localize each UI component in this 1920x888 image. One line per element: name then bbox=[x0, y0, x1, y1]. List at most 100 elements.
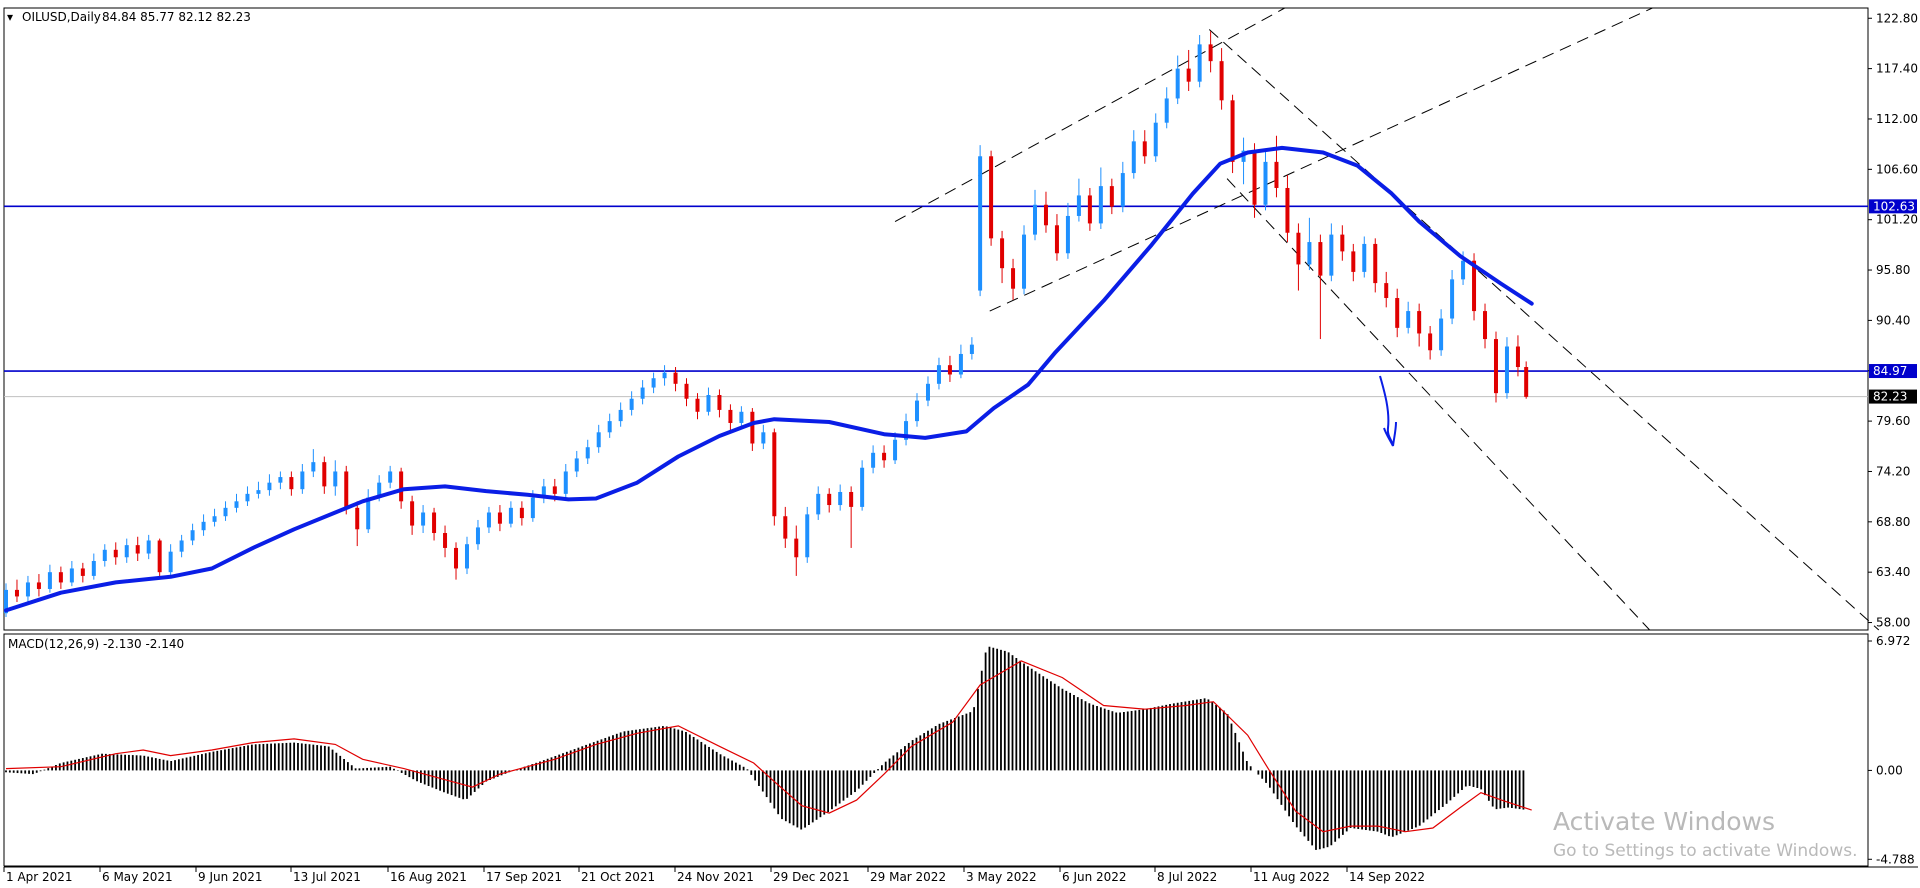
candle bbox=[519, 501, 524, 526]
candle bbox=[58, 566, 63, 589]
macd-histogram bbox=[5, 646, 1525, 850]
candle bbox=[36, 574, 41, 597]
candle bbox=[1285, 174, 1290, 243]
candle bbox=[1241, 137, 1246, 185]
candle bbox=[475, 519, 480, 550]
forecast-arrow-icon bbox=[1379, 375, 1397, 447]
candle bbox=[936, 357, 941, 390]
candle bbox=[508, 501, 513, 528]
candle bbox=[563, 464, 568, 498]
candle bbox=[267, 474, 272, 496]
price-tick-label: 122.80 bbox=[1876, 11, 1918, 25]
price-tick-label: 79.60 bbox=[1876, 414, 1910, 428]
candle bbox=[695, 393, 700, 420]
candle bbox=[772, 428, 777, 526]
forecast-arrow-drawing[interactable] bbox=[1379, 375, 1397, 447]
candle bbox=[882, 445, 887, 468]
candle bbox=[1373, 238, 1378, 293]
candle bbox=[421, 505, 426, 534]
channel-line[interactable] bbox=[989, 7, 1653, 312]
candle bbox=[102, 544, 107, 567]
candle bbox=[80, 562, 85, 583]
level-price-tag bbox=[1869, 364, 1917, 379]
candle bbox=[1340, 225, 1345, 261]
moving-average-line bbox=[4, 145, 1534, 613]
time-tick-label: 6 Jun 2022 bbox=[1062, 870, 1127, 884]
time-axis: 1 Apr 2021 6 May 2021 9 Jun 2021 13 Jul 202… bbox=[3, 867, 1425, 884]
candle bbox=[860, 460, 865, 511]
price-tick-label: 63.40 bbox=[1876, 565, 1910, 579]
candle bbox=[1252, 143, 1257, 218]
candle bbox=[497, 505, 502, 532]
candle bbox=[1263, 150, 1268, 211]
time-tick-label: 14 Sep 2022 bbox=[1349, 870, 1425, 884]
candle bbox=[410, 495, 415, 535]
channel-line[interactable] bbox=[894, 7, 1285, 222]
candle bbox=[871, 445, 876, 474]
candle bbox=[1274, 135, 1279, 198]
candle bbox=[640, 380, 645, 405]
candle bbox=[1197, 35, 1202, 88]
time-tick-label: 29 Dec 2021 bbox=[773, 870, 850, 884]
candle bbox=[454, 542, 459, 580]
time-tick-label: 8 Jul 2022 bbox=[1157, 870, 1217, 884]
candle bbox=[245, 486, 250, 506]
candle bbox=[925, 376, 930, 407]
candle bbox=[1504, 337, 1509, 399]
candle bbox=[618, 402, 623, 427]
candle bbox=[915, 393, 920, 427]
channel-line[interactable] bbox=[1208, 29, 1880, 631]
trend-channel-lines[interactable] bbox=[894, 7, 1880, 631]
time-tick-label: 24 Nov 2021 bbox=[677, 870, 754, 884]
candle bbox=[1428, 325, 1433, 360]
candle bbox=[1153, 113, 1158, 162]
price-tick-label: 68.80 bbox=[1876, 515, 1910, 529]
candle bbox=[958, 344, 963, 379]
macd-tick-label: 6.972 bbox=[1876, 634, 1910, 648]
candle bbox=[366, 489, 371, 534]
candle bbox=[838, 484, 843, 511]
support-resistance-levels[interactable]: 102.63 84.97 82.23 bbox=[4, 199, 1917, 404]
price-tick-label: 112.00 bbox=[1876, 112, 1918, 126]
candle bbox=[1483, 303, 1488, 349]
candle bbox=[14, 579, 19, 603]
price-tick-label: 101.20 bbox=[1876, 213, 1918, 227]
candle bbox=[1417, 303, 1422, 347]
candle bbox=[1450, 270, 1455, 325]
candle bbox=[893, 432, 898, 465]
candle bbox=[223, 501, 228, 521]
candle bbox=[805, 506, 810, 563]
candle bbox=[486, 506, 491, 534]
level-price-tag bbox=[1869, 199, 1917, 214]
candle bbox=[585, 439, 590, 465]
ohlc-label: 84.84 85.77 82.12 82.23 bbox=[102, 10, 251, 24]
candle bbox=[1087, 187, 1092, 231]
candle bbox=[978, 145, 983, 297]
channel-line[interactable] bbox=[1226, 178, 1651, 631]
candle bbox=[1318, 234, 1323, 340]
candle bbox=[1384, 271, 1389, 308]
candle bbox=[1307, 217, 1312, 271]
price-tick-label: 106.60 bbox=[1876, 162, 1918, 176]
candle bbox=[607, 413, 612, 438]
candle bbox=[1076, 178, 1081, 222]
level-price-label: 84.97 bbox=[1873, 364, 1907, 378]
time-tick-label: 9 Jun 2021 bbox=[198, 870, 263, 884]
candle bbox=[69, 560, 74, 587]
candle bbox=[794, 525, 799, 576]
candle bbox=[333, 460, 338, 496]
current-price-tag bbox=[1869, 389, 1917, 404]
time-tick-label: 1 Apr 2021 bbox=[6, 870, 73, 884]
price-tick-label: 95.80 bbox=[1876, 263, 1910, 277]
candle bbox=[761, 424, 766, 450]
candle bbox=[1208, 31, 1213, 73]
candle bbox=[673, 367, 678, 392]
candle bbox=[443, 525, 448, 558]
candle bbox=[168, 544, 173, 576]
time-tick-label: 6 May 2021 bbox=[102, 870, 173, 884]
collapse-triangle-icon[interactable]: ▾ bbox=[7, 10, 13, 24]
candle bbox=[904, 413, 909, 446]
candle bbox=[989, 150, 994, 246]
candle bbox=[1493, 331, 1498, 403]
